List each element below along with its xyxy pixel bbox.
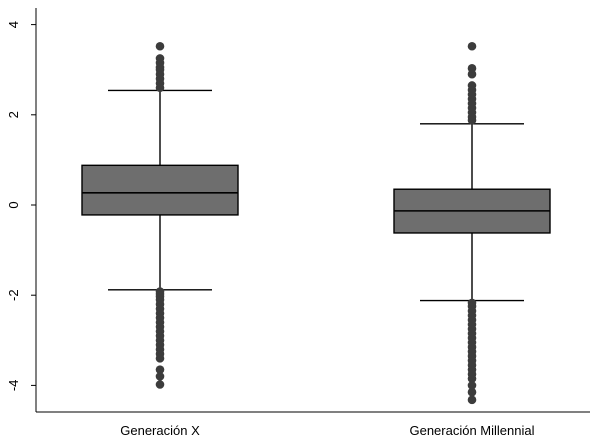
outlier-point <box>467 395 477 405</box>
y-tick-label: -2 <box>6 289 21 301</box>
outlier-point <box>155 380 165 389</box>
x-category-label: Generación Millennial <box>409 423 534 438</box>
outlier-point <box>467 387 477 397</box>
outlier-point <box>155 41 165 51</box>
outlier-point <box>155 354 165 363</box>
x-category-label: Generación X <box>120 423 200 438</box>
y-tick-label: 4 <box>6 21 21 28</box>
outlier-point <box>155 54 165 63</box>
outlier-point <box>467 41 477 51</box>
box-group <box>81 41 239 389</box>
axes: -4 -2 0 2 4 <box>6 8 590 413</box>
y-tick-label: 2 <box>6 111 21 118</box>
outlier-point <box>155 365 165 374</box>
iqr-box <box>81 164 239 216</box>
box-plot-series <box>81 41 551 405</box>
box-group <box>393 41 551 405</box>
y-tick-label: -4 <box>6 380 21 392</box>
y-tick-label: 0 <box>6 201 21 208</box>
outlier-point <box>467 381 477 390</box>
x-axis-labels: Generación X Generación Millennial <box>120 423 534 438</box>
outlier-point <box>467 64 477 73</box>
outlier-point <box>467 81 477 90</box>
outlier-point <box>155 372 165 381</box>
outlier-point <box>467 374 477 383</box>
